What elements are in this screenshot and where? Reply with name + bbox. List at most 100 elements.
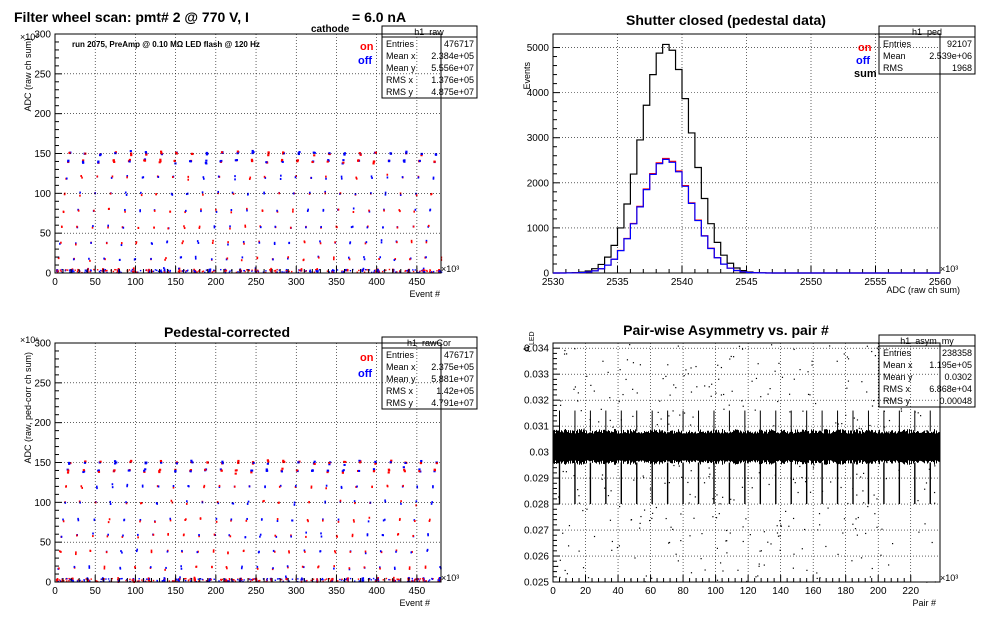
data-point [581,440,583,442]
data-point [187,175,190,178]
data-point [119,258,121,261]
data-point [871,350,873,353]
data-point [920,444,922,446]
data-point [104,258,106,261]
data-point [227,241,229,244]
data-point [319,240,321,243]
data-point [320,578,323,581]
data-point [144,151,147,154]
data-point [567,545,570,547]
data-point [265,161,268,164]
data-point [716,456,718,459]
data-point [410,241,413,244]
x-tick-label: 100 [127,586,144,597]
data-point [62,211,65,214]
data-point [612,455,614,457]
data-point [320,532,322,535]
data-point [871,567,873,570]
data-point [161,271,163,273]
data-point [182,270,184,272]
data-point [275,271,277,273]
data-point [640,515,642,518]
x-tick-label: 220 [902,586,919,597]
data-point [165,257,167,260]
data-point [292,208,294,211]
data-point [670,526,672,528]
data-point [249,176,252,179]
data-point [333,567,335,570]
data-point [700,558,702,560]
data-point [393,566,396,569]
data-point [220,268,222,271]
data-point [240,579,243,582]
data-point [197,550,199,553]
x-tick-label: 200 [207,586,224,597]
data-point [900,410,903,412]
data-point [886,461,888,464]
data-point [182,240,184,243]
data-point [900,408,902,410]
data-point [198,535,200,538]
data-point [328,271,330,273]
data-point [708,467,710,469]
data-point [418,580,421,582]
y-tick-label: 300 [34,339,51,350]
data-point [583,428,585,430]
data-point [181,242,184,245]
data-point [781,376,784,378]
data-point [117,267,120,270]
data-point [395,549,398,552]
chart-title-tail: = 6.0 nA [352,9,406,25]
data-point [331,579,333,582]
data-point [718,378,720,380]
data-point [275,535,278,538]
data-point [419,270,421,272]
data-point [291,519,293,522]
data-point [96,269,99,271]
data-point [194,270,196,273]
x-tick-label: 350 [328,586,345,597]
data-point [114,152,117,155]
data-point [233,485,236,488]
data-point [66,471,70,474]
data-point [369,501,372,504]
data-point [179,256,182,259]
data-point [408,576,410,579]
data-point [717,364,719,366]
data-point [607,495,610,497]
data-point [81,580,83,583]
data-point [667,457,669,459]
data-point [106,269,108,272]
data-point [295,484,297,487]
x-tick-label: 150 [167,277,184,288]
data-point [422,268,425,271]
data-point [439,566,441,569]
data-point [373,271,375,273]
data-point [415,194,418,197]
data-point [58,567,60,570]
data-point [833,457,835,459]
data-point [91,226,94,229]
data-point [92,225,94,228]
x-tick-label: 50 [90,586,102,597]
data-point [370,175,373,178]
data-point [427,534,429,537]
data-point [577,489,579,491]
data-point [410,551,413,554]
data-point [315,270,317,272]
data-point [586,375,588,378]
data-point [425,580,427,582]
data-point [186,500,188,503]
data-point [387,471,390,474]
data-point [66,177,68,180]
data-point [331,269,334,272]
data-point [278,501,280,504]
data-point [130,459,133,462]
data-point [876,498,878,500]
data-point [563,353,566,355]
data-point [97,160,100,163]
data-point [209,270,211,273]
data-point [137,271,139,273]
data-point [68,577,70,580]
x-exponent: ×10³ [441,573,459,583]
